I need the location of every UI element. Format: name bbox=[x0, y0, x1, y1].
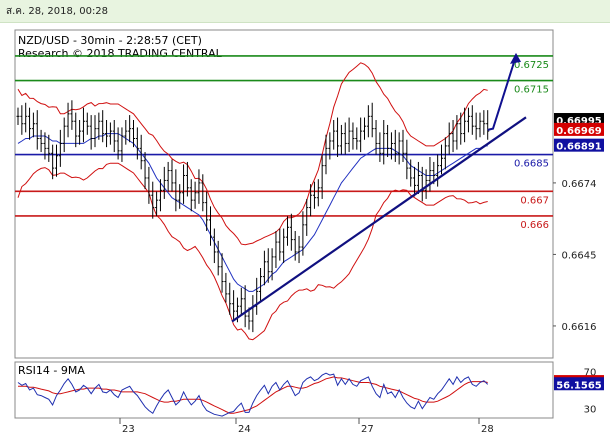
rsi-label: RSI14 - 9MA bbox=[18, 364, 85, 377]
price-tag-bg-0 bbox=[554, 113, 604, 127]
rsi-tag-bg-1 bbox=[554, 377, 604, 391]
y-tick-1: 0.6645 bbox=[562, 250, 597, 261]
y-tick-0: 0.6674 bbox=[562, 179, 597, 190]
price-tag-bg-2 bbox=[554, 138, 604, 152]
rsi-y-tick-0: 70 bbox=[584, 367, 597, 378]
x-tick-2: 27 bbox=[361, 424, 374, 435]
upper-band bbox=[17, 62, 488, 246]
forecast-arrowhead bbox=[510, 52, 521, 64]
level-label-0: 0.6725 bbox=[514, 60, 549, 71]
x-tick-3: 28 bbox=[481, 424, 494, 435]
top-bar: ส.ค. 28, 2018, 00:28 bbox=[0, 0, 610, 23]
price-tag-bg-1 bbox=[554, 122, 604, 136]
chart-subtitle: Research © 2018 TRADING CENTRAL bbox=[18, 47, 223, 60]
support-trendline bbox=[231, 116, 527, 323]
rsi-ma-line bbox=[18, 376, 488, 414]
lower-band bbox=[17, 162, 488, 341]
chart-title: NZD/USD - 30min - 2:28:57 (CET) bbox=[18, 34, 202, 47]
main-panel bbox=[14, 29, 554, 359]
moving-average bbox=[17, 133, 488, 292]
price-tag-2: 0.66891 bbox=[556, 142, 602, 153]
level-label-4: 0.666 bbox=[520, 220, 549, 231]
price-tag-0: 0.66995 bbox=[556, 116, 602, 127]
level-label-3: 0.667 bbox=[520, 195, 549, 206]
timestamp: ส.ค. 28, 2018, 00:28 bbox=[6, 6, 109, 17]
rsi-tag-1: 56.1565 bbox=[556, 380, 602, 391]
rsi-line bbox=[17, 372, 489, 417]
y-tick-2: 0.6616 bbox=[562, 322, 597, 333]
rsi-y-tick-1: 30 bbox=[584, 405, 597, 416]
forecast-arrow bbox=[487, 55, 517, 131]
rsi-panel bbox=[14, 361, 554, 419]
x-tick-1: 24 bbox=[238, 424, 251, 435]
level-label-2: 0.6685 bbox=[514, 159, 549, 170]
price-tag-1: 0.66969 bbox=[556, 126, 602, 137]
x-tick-0: 23 bbox=[122, 424, 135, 435]
level-label-1: 0.6715 bbox=[514, 85, 549, 96]
